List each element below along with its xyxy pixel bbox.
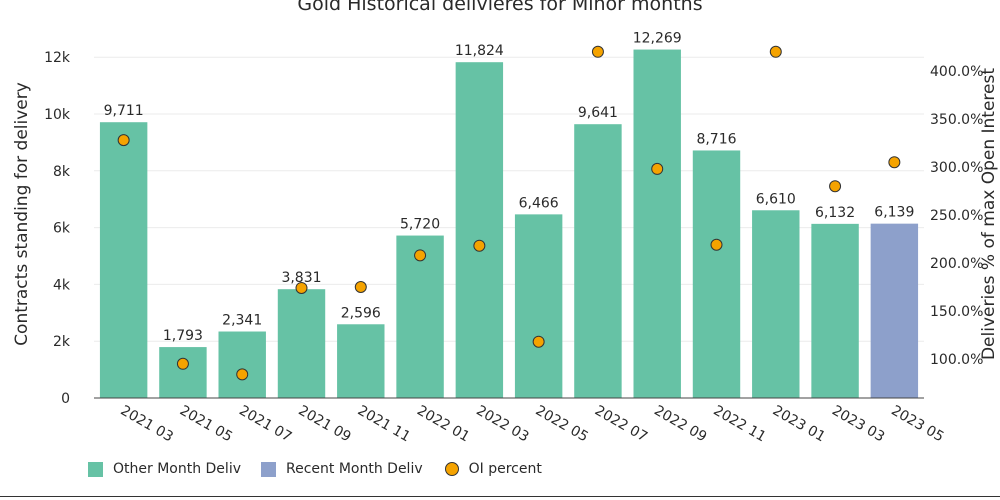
- bar-other-month: [218, 331, 266, 398]
- y-tick-label: 4k: [53, 277, 71, 293]
- oi-percent-point: [888, 156, 901, 169]
- oi-percent-point: [591, 45, 604, 58]
- bar-value-label: 8,716: [696, 131, 736, 147]
- bar-other-month: [159, 347, 207, 398]
- bar-other-month: [337, 324, 385, 398]
- oi-percent-point: [295, 281, 308, 294]
- bar-value-label: 9,711: [104, 103, 144, 119]
- y2-tick-label: 250.0%: [930, 208, 983, 224]
- legend-swatch-recent-month: [261, 461, 276, 477]
- bar-value-label: 6,132: [815, 205, 855, 221]
- y-tick-label: 10k: [44, 107, 71, 123]
- bar-other-month: [752, 210, 800, 398]
- bar-value-label: 2,596: [341, 305, 381, 321]
- x-tick-label: 2023 05: [888, 403, 946, 446]
- oi-percent-point: [769, 45, 782, 58]
- bar-value-label: 11,824: [455, 43, 504, 59]
- bar-other-month: [455, 62, 504, 399]
- y-tick-label: 12k: [44, 50, 71, 66]
- y2-tick-label: 150.0%: [930, 304, 983, 320]
- bar-other-month: [514, 214, 563, 398]
- y2-tick-label: 200.0%: [930, 256, 983, 272]
- y2-tick-label: 100.0%: [930, 352, 983, 368]
- bar-other-month: [574, 124, 622, 398]
- bottom-border: [0, 496, 1000, 497]
- oi-percent-point: [651, 162, 664, 175]
- x-tick-label: 2022 09: [651, 403, 709, 446]
- y-tick-label: 6k: [53, 221, 71, 237]
- y2-tick-label: 350.0%: [930, 112, 983, 128]
- bar-recent-month: [870, 223, 919, 398]
- bar-value-label: 5,720: [400, 217, 440, 233]
- x-tick-label: 2021 03: [118, 403, 176, 446]
- y2-axis-title: Deliveries % of max Open Interest: [979, 68, 999, 360]
- oi-percent-point: [414, 249, 427, 262]
- bar-value-label: 6,610: [756, 191, 796, 207]
- x-tick-label: 2022 05: [533, 403, 591, 446]
- legend-label-other-month: Other Month Deliv: [113, 461, 241, 477]
- x-tick-label: 2021 09: [296, 403, 354, 446]
- y-tick-label: 2k: [53, 334, 71, 350]
- bar-value-label: 9,641: [578, 105, 618, 121]
- chart-title: Gold Historical delivieres for Minor mon…: [297, 0, 703, 15]
- x-tick-label: 2021 11: [355, 403, 413, 446]
- bar-other-month: [811, 223, 859, 398]
- bar-value-label: 1,793: [163, 328, 203, 344]
- oi-percent-point: [236, 368, 249, 381]
- x-tick-label: 2022 03: [473, 403, 531, 446]
- bar-value-label: 3,831: [281, 270, 321, 286]
- oi-percent-point: [710, 238, 723, 251]
- x-tick-label: 2022 07: [592, 403, 650, 446]
- legend-marker-oi-percent: [444, 462, 459, 476]
- bar-other-month: [396, 235, 444, 398]
- y2-tick-label: 400.0%: [930, 64, 983, 80]
- legend-label-recent-month: Recent Month Deliv: [286, 461, 423, 477]
- y-axis-title: Contracts standing for delivery: [12, 82, 32, 346]
- oi-percent-point: [117, 134, 130, 147]
- legend-item-recent-month[interactable]: Recent Month Deliv: [261, 461, 423, 477]
- oi-percent-point: [176, 357, 189, 370]
- y2-tick-label: 300.0%: [930, 160, 983, 176]
- oi-percent-point: [354, 281, 367, 293]
- legend-item-oi-percent[interactable]: OI percent: [443, 461, 542, 477]
- x-tick-label: 2021 05: [177, 403, 235, 446]
- x-tick-label: 2023 03: [829, 403, 887, 446]
- oi-percent-point: [829, 180, 842, 193]
- bar-value-label: 12,269: [633, 31, 682, 47]
- legend-item-other-month[interactable]: Other Month Deliv: [88, 461, 241, 477]
- oi-percent-point: [473, 239, 486, 252]
- bar-value-label: 6,139: [874, 205, 914, 221]
- legend-swatch-other-month: [88, 461, 103, 477]
- x-tick-label: 2023 01: [770, 403, 828, 446]
- oi-percent-point: [532, 335, 545, 348]
- y-tick-label: 0: [61, 391, 70, 407]
- legend: Other Month Deliv Recent Month Deliv OI …: [88, 461, 562, 477]
- x-tick-label: 2022 11: [711, 403, 769, 446]
- bar-value-label: 6,466: [519, 195, 559, 211]
- y-tick-label: 8k: [53, 164, 71, 180]
- bar-other-month: [99, 122, 148, 398]
- x-tick-label: 2022 01: [414, 403, 472, 446]
- bar-value-label: 2,341: [222, 313, 262, 329]
- bar-other-month: [692, 150, 741, 398]
- legend-label-oi-percent: OI percent: [468, 461, 542, 477]
- bar-other-month: [633, 49, 681, 399]
- x-tick-label: 2021 07: [236, 403, 294, 446]
- bar-other-month: [277, 289, 326, 398]
